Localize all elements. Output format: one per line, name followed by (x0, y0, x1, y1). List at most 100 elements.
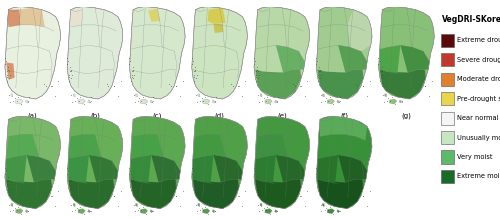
Point (102, 192, 110, 195)
Point (262, 209, 270, 212)
Point (312, 62, 320, 66)
Polygon shape (318, 155, 338, 183)
Point (229, 84, 237, 88)
Point (148, 209, 156, 213)
Point (238, 204, 246, 207)
Polygon shape (390, 99, 397, 104)
Point (234, 84, 242, 88)
Polygon shape (318, 70, 364, 99)
Point (128, 185, 136, 188)
Point (192, 179, 200, 183)
Point (359, 194, 367, 197)
Point (336, 205, 344, 209)
Point (40, 192, 48, 195)
Point (316, 179, 324, 183)
Point (114, 94, 122, 98)
Text: (a): (a) (28, 112, 38, 119)
Point (335, 100, 343, 103)
Point (6, 183, 14, 186)
Polygon shape (130, 155, 152, 183)
Point (6, 73, 14, 76)
Polygon shape (6, 179, 52, 209)
Point (227, 192, 235, 195)
Point (254, 178, 262, 182)
Point (313, 59, 321, 62)
Point (63, 62, 71, 66)
Point (10, 96, 18, 100)
Point (24, 205, 32, 209)
Point (254, 70, 262, 73)
Point (40, 82, 48, 86)
Point (254, 186, 262, 189)
Point (2, 59, 10, 62)
Text: (b): (b) (90, 112, 100, 119)
Point (398, 100, 406, 103)
Point (291, 84, 299, 88)
Polygon shape (260, 94, 262, 97)
Point (254, 93, 262, 97)
Point (366, 189, 374, 192)
Point (297, 84, 305, 88)
Point (376, 79, 384, 82)
Point (314, 79, 322, 82)
Point (204, 212, 212, 215)
Point (48, 84, 56, 88)
Point (126, 172, 134, 176)
Point (142, 102, 150, 106)
Polygon shape (256, 135, 288, 159)
Point (72, 99, 80, 102)
Point (48, 84, 56, 88)
Point (425, 94, 433, 98)
Polygon shape (78, 99, 86, 104)
Polygon shape (26, 100, 28, 103)
Point (4, 66, 12, 69)
Point (262, 99, 270, 102)
Polygon shape (78, 209, 86, 214)
Point (110, 194, 118, 197)
Point (126, 169, 134, 172)
Point (386, 99, 394, 102)
Polygon shape (150, 210, 152, 213)
Point (75, 209, 83, 212)
Point (377, 73, 385, 77)
Text: Very moist: Very moist (456, 154, 492, 160)
Point (313, 169, 321, 172)
Point (322, 206, 330, 209)
Point (0, 62, 8, 66)
Point (24, 100, 32, 103)
Point (252, 75, 260, 79)
Polygon shape (193, 135, 226, 159)
Point (3, 183, 11, 186)
Polygon shape (6, 62, 14, 80)
Point (10, 206, 18, 209)
Text: Extreme moist: Extreme moist (456, 173, 500, 179)
Text: VegDRI-SKorea: VegDRI-SKorea (442, 15, 500, 24)
Text: (e): (e) (277, 112, 287, 119)
Polygon shape (328, 209, 334, 214)
Polygon shape (136, 94, 138, 97)
Polygon shape (130, 116, 185, 209)
Point (316, 66, 324, 69)
Polygon shape (68, 155, 89, 183)
Point (252, 179, 260, 182)
Point (86, 100, 94, 103)
Point (179, 79, 187, 83)
Polygon shape (16, 209, 23, 214)
Point (201, 205, 209, 209)
Point (42, 194, 50, 198)
Point (266, 102, 274, 106)
Point (134, 99, 141, 102)
Bar (441, 170, 454, 183)
Point (314, 179, 322, 182)
Point (129, 178, 137, 182)
Point (254, 203, 262, 207)
Polygon shape (150, 100, 152, 103)
Point (260, 206, 268, 209)
Point (211, 99, 219, 103)
Polygon shape (70, 10, 83, 27)
Point (336, 209, 344, 213)
Polygon shape (274, 100, 277, 103)
Point (320, 208, 328, 212)
Point (318, 210, 326, 213)
Polygon shape (338, 45, 367, 73)
